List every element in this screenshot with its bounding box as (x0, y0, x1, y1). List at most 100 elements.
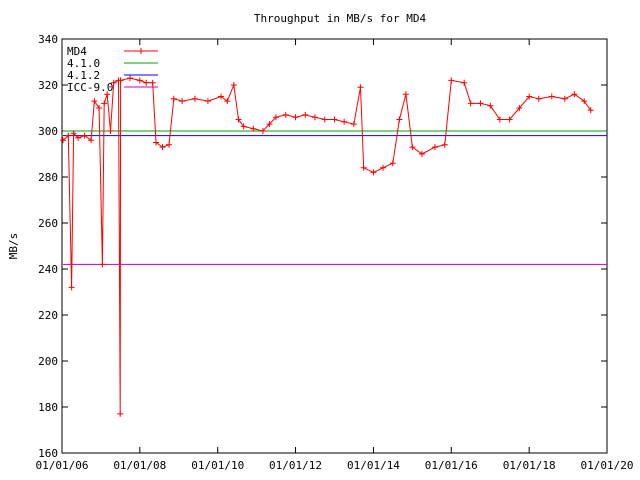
plot-frame (61, 38, 608, 454)
md4-point (81, 132, 88, 139)
md4-point (581, 98, 588, 105)
md4-point (218, 93, 225, 100)
md4-point (461, 79, 468, 86)
md4-point (526, 93, 533, 100)
md4-point (266, 121, 273, 128)
md4-point (75, 134, 82, 141)
md4-point (170, 95, 177, 102)
md4-point (117, 77, 124, 84)
md4-point (535, 95, 542, 102)
md4-point (107, 128, 114, 134)
md4-point (321, 116, 328, 123)
md4-point (389, 160, 396, 167)
md4-point (448, 77, 455, 84)
md4-point (506, 116, 513, 123)
md4-point (101, 100, 108, 107)
md4-point (91, 98, 98, 105)
md4-point (496, 116, 503, 123)
md4-point (516, 105, 523, 111)
legend-label: 4.1.2 (67, 69, 100, 82)
md4-point (59, 137, 66, 144)
md4-point (292, 114, 299, 121)
md4-point (250, 125, 257, 132)
md4-point (396, 116, 403, 123)
md4-point (380, 164, 387, 171)
md4-point (96, 105, 103, 111)
md4-point (259, 128, 266, 134)
md4-point (467, 100, 474, 107)
md4-point (272, 114, 279, 121)
x-tick-label: 01/01/06 (36, 459, 89, 472)
md4-point (302, 111, 309, 118)
md4-point (360, 164, 367, 171)
md4-point (357, 84, 364, 91)
md4-point (99, 261, 106, 268)
md4-point (370, 169, 377, 176)
reference-lines (62, 130, 607, 265)
md4-point (418, 151, 425, 157)
md4-point (487, 102, 494, 109)
md4-point (571, 91, 578, 98)
legend-label: MD4 (67, 45, 87, 58)
y-tick-label: 200 (38, 355, 58, 368)
md4-point (240, 123, 247, 130)
y-axis-label: MB/s (7, 233, 20, 260)
legend-label: ICC-9.0 (67, 81, 113, 94)
md4-point (149, 79, 156, 86)
md4-series (59, 75, 594, 417)
x-tick-label: 01/01/16 (425, 459, 478, 472)
md4-point (166, 141, 173, 148)
md4-point (143, 79, 150, 86)
y-tick-label: 320 (38, 79, 58, 92)
md4-point (191, 95, 198, 102)
md4-point (88, 137, 95, 144)
md4-point (117, 410, 124, 417)
y-tick-label: 260 (38, 217, 58, 230)
md4-point (587, 107, 594, 114)
y-tick-label: 280 (38, 171, 58, 184)
legend-label: 4.1.0 (67, 57, 100, 70)
md4-point (136, 77, 143, 84)
md4-line (62, 77, 592, 414)
y-tick-label: 300 (38, 125, 58, 138)
chart-title: Throughput in MB/s for MD4 (254, 12, 427, 25)
md4-point (110, 79, 117, 86)
x-tick-label: 01/01/18 (503, 459, 556, 472)
md4-point (68, 284, 75, 291)
md4-point (311, 114, 318, 121)
y-tick-label: 220 (38, 309, 58, 322)
y-tick-label: 340 (38, 33, 58, 46)
md4-point (431, 144, 438, 151)
y-tick-label: 240 (38, 263, 58, 276)
md4-point (224, 98, 231, 105)
md4-point (548, 93, 555, 100)
y-tick-label: 180 (38, 401, 58, 414)
md4-point (127, 75, 134, 82)
md4-point (179, 98, 186, 105)
legend-marker (138, 48, 144, 54)
md4-point (70, 130, 77, 137)
x-tick-label: 01/01/10 (191, 459, 244, 472)
md4-point (341, 118, 348, 125)
y-axis-ticks: 160 180 200 220 240 260 280 300 320 340 (38, 33, 607, 460)
x-tick-label: 01/01/08 (113, 459, 166, 472)
md4-point (409, 144, 416, 151)
md4-point (104, 91, 111, 98)
md4-point (331, 116, 338, 123)
md4-point (477, 100, 484, 107)
x-axis-ticks: 01/01/06 01/01/08 01/01/10 01/01/12 01/01/14… (36, 39, 634, 472)
md4-point (282, 111, 289, 118)
md4-point (65, 132, 72, 139)
md4-point (230, 82, 237, 88)
y-tick-label: 160 (38, 447, 58, 460)
x-tick-label: 01/01/14 (347, 459, 400, 472)
x-tick-label: 01/01/12 (269, 459, 322, 472)
md4-point (441, 141, 448, 148)
md4-point (204, 98, 211, 105)
md4-point (153, 139, 160, 146)
x-tick-label: 01/01/20 (581, 459, 634, 472)
md4-point (402, 91, 409, 98)
md4-point (235, 116, 242, 123)
